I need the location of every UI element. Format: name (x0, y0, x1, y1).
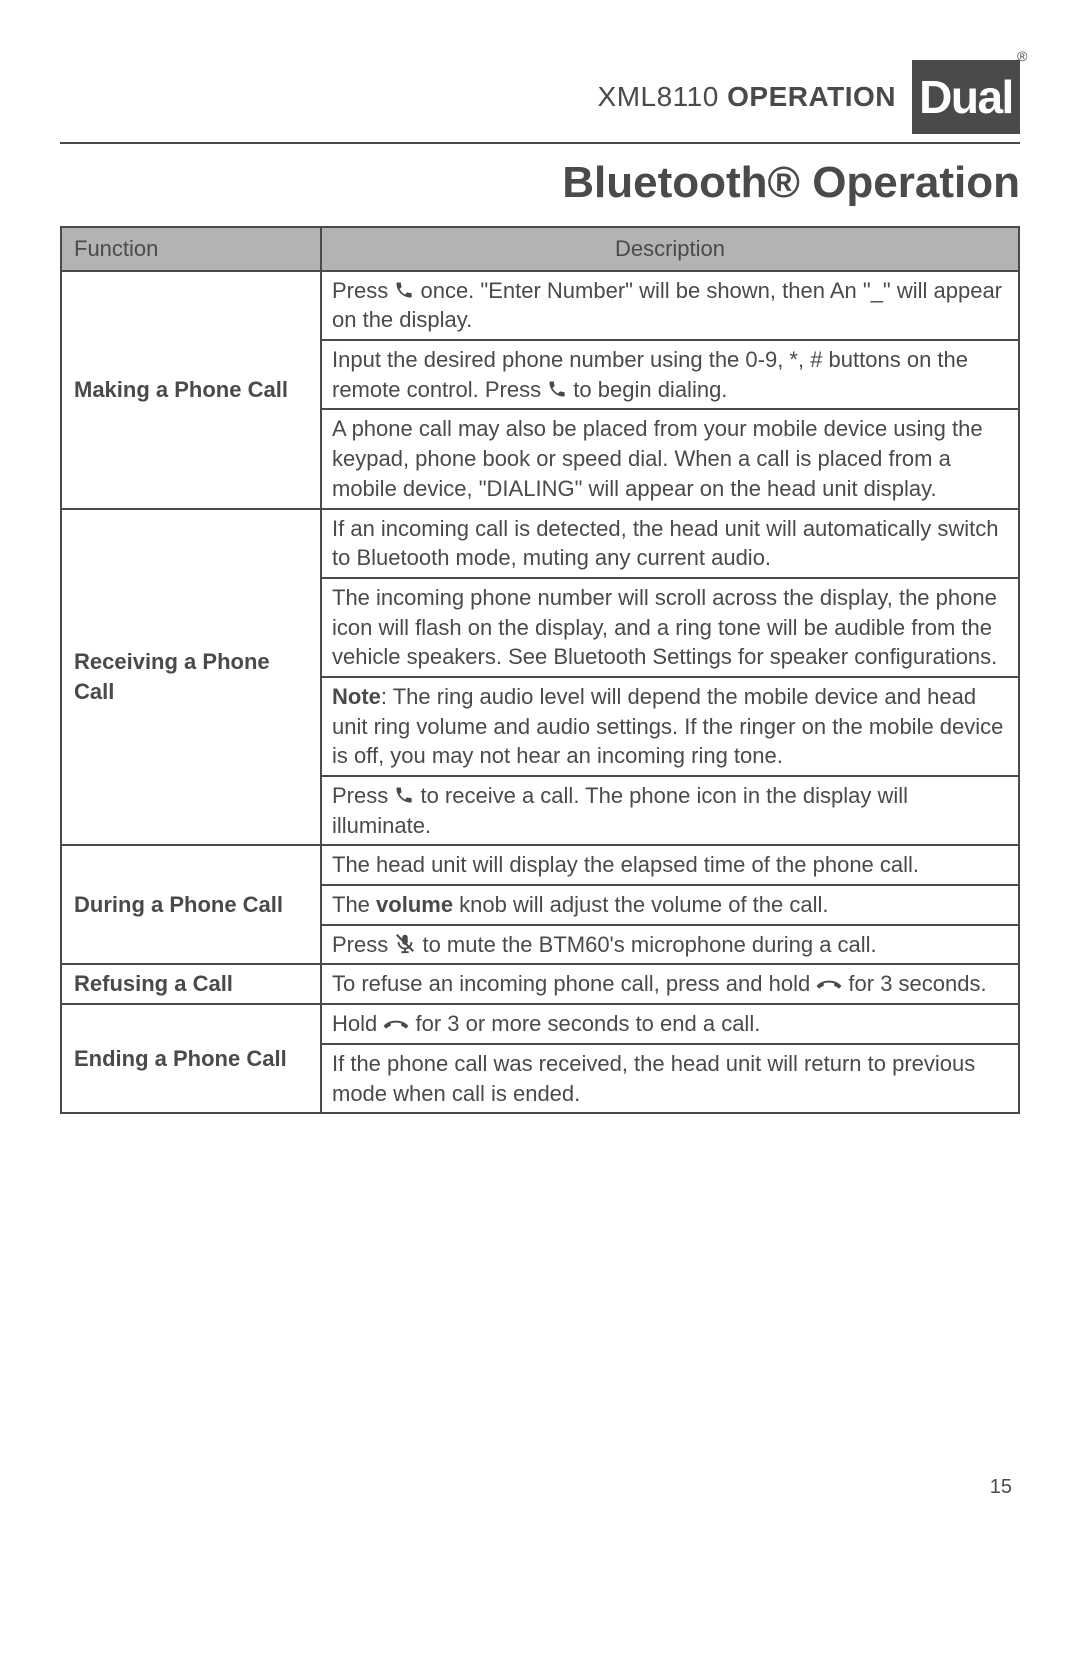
function-cell: Receiving a Phone Call (61, 509, 321, 846)
brand-logo-text: Dual (919, 70, 1013, 124)
header-text: XML8110 OPERATION (598, 81, 896, 113)
description-cell: Press to mute the BTM60's microphone dur… (321, 925, 1019, 965)
model-number: XML8110 (598, 81, 719, 112)
description-cell: Press once. "Enter Number" will be shown… (321, 271, 1019, 340)
text-segment: The incoming phone number will scroll ac… (332, 585, 997, 669)
text-segment: to receive a call. The phone icon in the… (332, 783, 908, 838)
text-segment: : The ring audio level will depend the m… (332, 684, 1003, 768)
function-cell: Refusing a Call (61, 964, 321, 1004)
function-cell: During a Phone Call (61, 845, 321, 964)
text-segment: once. "Enter Number" will be shown, then… (332, 278, 1002, 333)
header-divider (60, 142, 1020, 144)
description-cell: The incoming phone number will scroll ac… (321, 578, 1019, 677)
column-header-function: Function (61, 227, 321, 271)
description-cell: Press to receive a call. The phone icon … (321, 776, 1019, 845)
description-cell: A phone call may also be placed from you… (321, 409, 1019, 508)
text-segment: for 3 seconds. (842, 971, 986, 996)
text-segment: for 3 or more seconds to end a call. (409, 1011, 760, 1036)
text-segment: The head unit will display the elapsed t… (332, 852, 919, 877)
description-cell: To refuse an incoming phone call, press … (321, 964, 1019, 1004)
hangup-icon (383, 1017, 409, 1033)
text-segment: To refuse an incoming phone call, press … (332, 971, 816, 996)
text-segment: Hold (332, 1011, 383, 1036)
page-title: Bluetooth® Operation (60, 158, 1020, 208)
column-header-description: Description (321, 227, 1019, 271)
description-cell: Note: The ring audio level will depend t… (321, 677, 1019, 776)
hangup-icon (816, 977, 842, 993)
phone-icon (547, 379, 567, 399)
phone-icon (394, 280, 414, 300)
text-segment: Note (332, 684, 381, 709)
text-segment: Press (332, 278, 394, 303)
operation-word: OPERATION (727, 81, 896, 112)
operations-table: Function Description Making a Phone Call… (60, 226, 1020, 1114)
function-cell: Ending a Phone Call (61, 1004, 321, 1113)
text-segment: Press (332, 932, 394, 957)
function-cell: Making a Phone Call (61, 271, 321, 509)
description-cell: If the phone call was received, the head… (321, 1044, 1019, 1113)
description-cell: The volume knob will adjust the volume o… (321, 885, 1019, 925)
phone-icon (394, 785, 414, 805)
brand-logo: Dual (912, 60, 1020, 134)
text-segment: to mute the BTM60's microphone during a … (416, 932, 876, 957)
text-segment: The (332, 892, 376, 917)
text-segment: to begin dialing. (567, 377, 727, 402)
mic-mute-icon (394, 932, 416, 954)
text-segment: Press (332, 783, 394, 808)
header-row: XML8110 OPERATION Dual (60, 60, 1020, 134)
text-segment: volume (376, 892, 453, 917)
text-segment: If an incoming call is detected, the hea… (332, 516, 998, 571)
description-cell: Hold for 3 or more seconds to end a call… (321, 1004, 1019, 1044)
page-number: 15 (990, 1476, 1012, 1499)
description-cell: Input the desired phone number using the… (321, 340, 1019, 409)
description-cell: The head unit will display the elapsed t… (321, 845, 1019, 885)
text-segment: A phone call may also be placed from you… (332, 416, 983, 500)
description-cell: If an incoming call is detected, the hea… (321, 509, 1019, 578)
text-segment: knob will adjust the volume of the call. (453, 892, 828, 917)
text-segment: If the phone call was received, the head… (332, 1051, 975, 1106)
